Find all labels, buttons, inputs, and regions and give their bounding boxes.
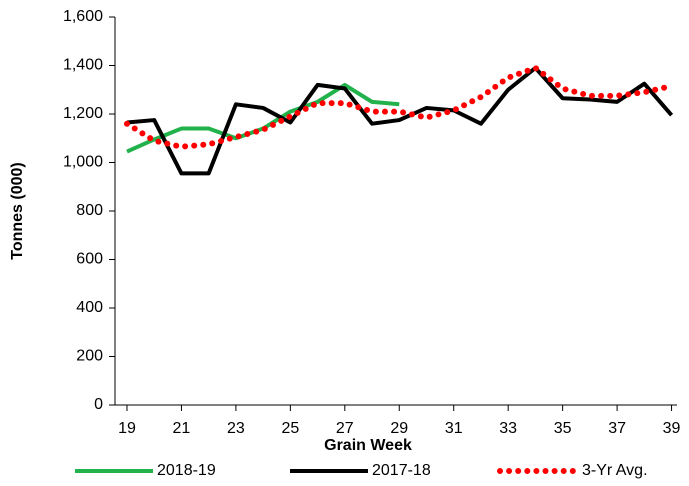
series-line (126, 65, 674, 176)
x-tick-label: 29 (390, 420, 408, 437)
y-tick-label: 600 (76, 251, 103, 268)
x-tick-label: 23 (227, 420, 245, 437)
x-tick-label: 35 (554, 420, 572, 437)
y-tick-label: 1,600 (63, 8, 103, 25)
y-tick-label: 200 (76, 348, 103, 365)
legend-label: 3-Yr Avg. (582, 462, 648, 479)
y-tick-label: 1,200 (63, 105, 103, 122)
y-tick-label: 0 (94, 396, 103, 413)
legend-label: 2018-19 (157, 462, 216, 479)
y-tick-label: 1,400 (63, 57, 103, 74)
x-tick-label: 19 (118, 420, 136, 437)
x-tick-label: 33 (499, 420, 517, 437)
x-tick-label: 21 (173, 420, 191, 437)
x-tick-label: 37 (608, 420, 626, 437)
y-axis-label: Tonnes (000) (9, 162, 26, 260)
x-tick-label: 25 (281, 420, 299, 437)
y-tick-label: 1,000 (63, 154, 103, 171)
legend-label: 2017-18 (372, 462, 431, 479)
x-tick-label: 31 (445, 420, 463, 437)
x-tick-label: 39 (663, 420, 681, 437)
series-line (123, 64, 675, 150)
y-tick-label: 800 (76, 202, 103, 219)
y-tick-label: 400 (76, 299, 103, 316)
x-axis-label: Grain Week (324, 437, 412, 454)
x-tick-label: 27 (336, 420, 354, 437)
